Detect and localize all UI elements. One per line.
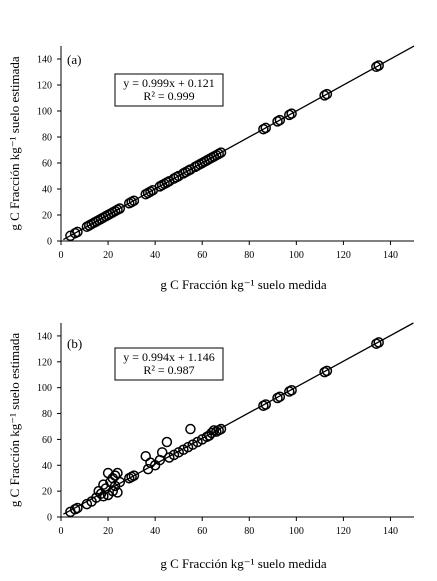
data-point	[373, 337, 384, 348]
data-point	[274, 391, 286, 402]
data-point	[156, 447, 168, 458]
data-point	[215, 423, 227, 435]
data-point	[274, 114, 286, 126]
y-tick-label: 0	[47, 513, 52, 524]
y-axis-label: g C Fracción kg⁻¹ suelo estimada	[7, 56, 22, 231]
y-tick-label: 80	[42, 133, 52, 144]
data-point	[260, 122, 271, 134]
y-tick-label: 20	[42, 211, 52, 222]
data-point	[72, 502, 83, 514]
data-point	[72, 226, 83, 238]
data-point	[373, 60, 384, 71]
data-point	[114, 476, 126, 488]
r-squared-text: R² = 0.987	[143, 363, 194, 377]
data-point	[260, 399, 271, 410]
chart-panel: 0 20 40 60 80 100 120 140 0 20 40 60 80 100 120 140 g C …	[7, 45, 415, 292]
data-point	[140, 450, 151, 462]
x-tick-label: 120	[336, 250, 351, 261]
x-tick-label: 80	[244, 526, 254, 537]
data-point	[286, 108, 297, 119]
panel-label: (a)	[67, 52, 81, 67]
data-point	[112, 487, 123, 498]
data-point	[128, 195, 140, 206]
data-point	[128, 470, 140, 481]
chart-panel: 0 20 40 60 80 100 120 140 0 20 40 60 80 100 120 140 g C …	[7, 322, 414, 571]
y-tick-label: 20	[42, 487, 52, 498]
y-tick-label: 60	[42, 159, 52, 170]
x-tick-label: 120	[336, 526, 351, 537]
y-tick-label: 40	[42, 461, 52, 472]
equation-box	[114, 347, 224, 381]
equation-text: y = 0.999x + 0.121	[123, 76, 215, 90]
data-point	[321, 365, 333, 377]
x-tick-label: 20	[103, 250, 113, 261]
x-tick-label: 0	[59, 250, 64, 261]
panel-label: (b)	[67, 336, 82, 351]
x-tick-label: 0	[59, 526, 64, 537]
x-tick-label: 60	[197, 250, 207, 261]
x-tick-label: 20	[103, 526, 113, 537]
equation-box	[114, 73, 224, 107]
data-points	[65, 337, 384, 518]
fit-line	[63, 322, 414, 515]
x-tick-label: 140	[383, 250, 398, 261]
y-tick-label: 100	[37, 107, 52, 118]
data-point	[215, 147, 227, 158]
y-tick-label: 40	[42, 185, 52, 196]
x-tick-label: 60	[197, 526, 207, 537]
x-tick-label: 100	[289, 526, 304, 537]
x-tick-label: 80	[244, 250, 254, 261]
data-point	[107, 485, 119, 497]
x-tick-label: 40	[150, 250, 160, 261]
x-tick-label: 140	[383, 526, 398, 537]
x-tick-label: 40	[150, 526, 160, 537]
x-tick-label: 100	[289, 250, 304, 261]
y-tick-label: 120	[37, 357, 52, 368]
y-tick-label: 80	[42, 409, 52, 420]
data-point	[206, 427, 217, 439]
data-point	[286, 385, 297, 396]
data-point	[321, 88, 333, 100]
x-axis-label: g C Fracción kg⁻¹ suelo medida	[160, 277, 327, 292]
data-point	[185, 423, 196, 435]
y-tick-label: 100	[37, 383, 52, 394]
y-tick-label: 140	[37, 331, 52, 342]
y-tick-label: 60	[42, 435, 52, 446]
x-axis-label: g C Fracción kg⁻¹ suelo medida	[160, 556, 327, 571]
y-axis-label: g C Fracción kg⁻¹ suelo estimada	[7, 333, 22, 508]
y-tick-label: 120	[37, 81, 52, 92]
data-points	[65, 60, 384, 242]
y-tick-label: 140	[37, 55, 52, 66]
y-tick-label: 0	[47, 237, 52, 248]
data-point	[114, 203, 126, 214]
r-squared-text: R² = 0.999	[143, 89, 194, 103]
equation-text: y = 0.994x + 1.146	[123, 350, 215, 364]
data-point	[161, 436, 173, 448]
